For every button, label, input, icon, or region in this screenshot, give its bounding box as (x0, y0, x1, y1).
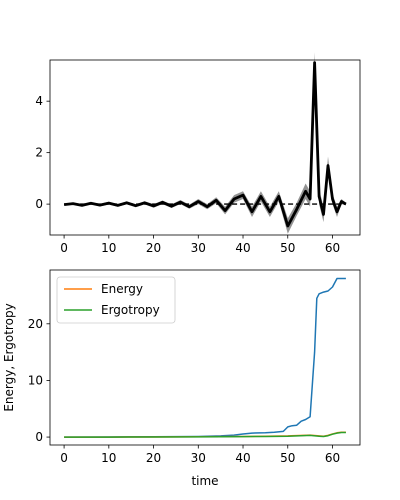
series-line (64, 431, 346, 438)
y-tick-label: 0 (35, 430, 43, 444)
x-tick-label: 60 (325, 451, 340, 465)
series-line (64, 277, 346, 438)
x-tick-label: 50 (280, 451, 295, 465)
x-tick-label: 40 (235, 241, 250, 255)
bottom-panel: 0 10 20 30 40 50 60 0 10 20 time Energy, Ergotro… (2, 269, 361, 488)
y-tick-label: 0 (35, 197, 43, 211)
legend-energy-label: Energy (101, 282, 143, 296)
x-tick-label: 40 (235, 451, 250, 465)
x-tick-label: 0 (60, 241, 68, 255)
top-x-ticks: 0 10 20 30 40 50 60 (60, 235, 340, 255)
bottom-plot-series (64, 277, 346, 438)
x-tick-label: 60 (325, 241, 340, 255)
x-tick-label: 20 (146, 241, 161, 255)
y-tick-label: 2 (35, 146, 43, 160)
y-tick-label: 20 (28, 317, 43, 331)
top-axes-frame (49, 59, 361, 236)
bottom-y-ticks: 0 10 20 (28, 317, 50, 444)
top-y-ticks: 0 2 4 (35, 94, 50, 211)
bottom-axes-frame (49, 269, 361, 446)
x-tick-label: 0 (60, 451, 68, 465)
x-tick-label: 30 (191, 451, 206, 465)
top-plot-series (63, 52, 347, 234)
x-tick-label: 30 (191, 241, 206, 255)
series-line (63, 61, 347, 228)
x-tick-label: 10 (101, 241, 116, 255)
legend-ergotropy-label: Ergotropy (101, 303, 160, 317)
bottom-legend: Energy Ergotropy (56, 276, 176, 324)
bottom-x-ticks: 0 10 20 30 40 50 60 (60, 445, 340, 465)
x-tick-label: 10 (101, 451, 116, 465)
bottom-y-axis-label: Energy, Ergotropy (2, 303, 16, 411)
y-tick-label: 4 (35, 94, 43, 108)
x-tick-label: 20 (146, 451, 161, 465)
bottom-x-axis-label: time (191, 474, 218, 488)
x-tick-label: 50 (280, 241, 295, 255)
y-tick-label: 10 (28, 373, 43, 387)
top-panel: 0 10 20 30 40 50 60 0 2 4 (35, 52, 361, 255)
